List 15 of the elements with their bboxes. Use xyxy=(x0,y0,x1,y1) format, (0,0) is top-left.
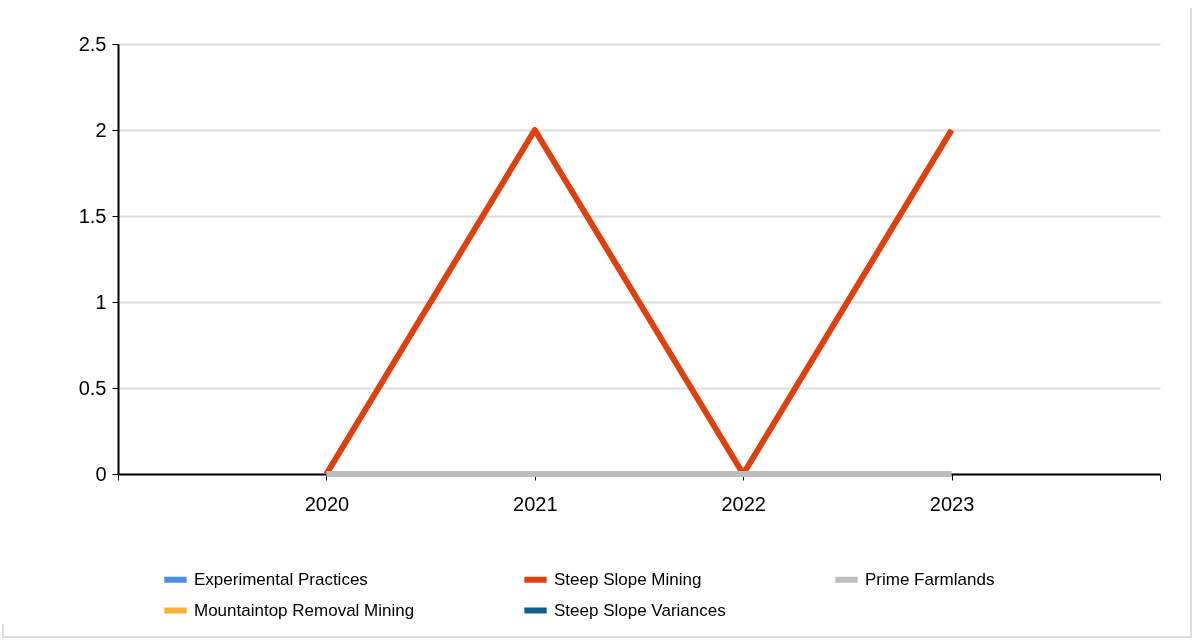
legend-label: Steep Slope Variances xyxy=(554,600,726,620)
x-tick-label: 2020 xyxy=(304,492,350,515)
y-tick-label: 1.5 xyxy=(78,204,107,227)
legend-label: Experimental Practices xyxy=(194,569,368,589)
x-tick-label: 2021 xyxy=(513,492,558,515)
legend-label: Steep Slope Mining xyxy=(554,569,702,589)
y-tick-label: 0.5 xyxy=(78,376,107,399)
y-tick-label: 2 xyxy=(95,118,107,141)
legend-label: Prime Farmlands xyxy=(865,569,995,589)
y-tick-label: 1 xyxy=(95,290,107,313)
legend-label: Mountaintop Removal Mining xyxy=(194,600,415,620)
y-tick-label: 2.5 xyxy=(78,32,107,55)
y-tick-label: 0 xyxy=(95,462,107,485)
x-tick-label: 2022 xyxy=(721,492,766,515)
x-tick-label: 2023 xyxy=(929,492,975,515)
